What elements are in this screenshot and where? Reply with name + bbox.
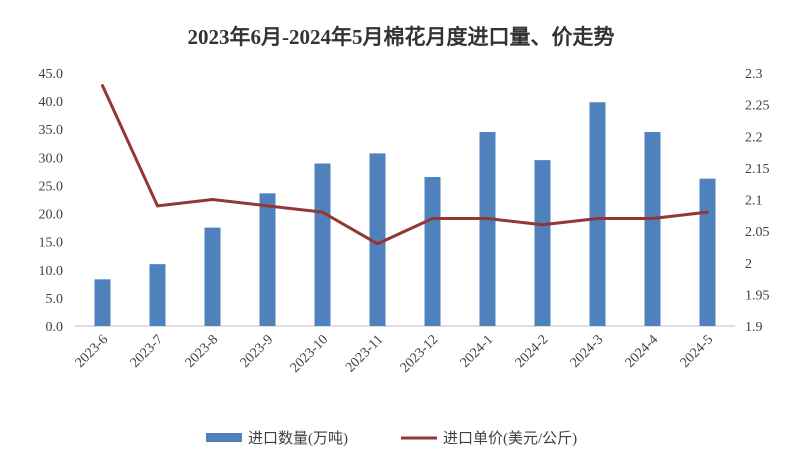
legend: 进口数量(万吨) 进口单价(美元/公斤) bbox=[206, 430, 577, 447]
bar bbox=[94, 279, 111, 326]
x-tick-label: 2023-7 bbox=[128, 332, 167, 371]
x-tick-label: 2023-8 bbox=[183, 332, 222, 371]
bar bbox=[259, 193, 276, 326]
bar bbox=[314, 163, 331, 326]
y-left-tick-label: 15.0 bbox=[39, 236, 64, 251]
line-point bbox=[101, 84, 104, 88]
y-right-tick-label: 2.25 bbox=[745, 99, 770, 114]
x-tick-label: 2024-2 bbox=[513, 332, 552, 371]
line-point bbox=[321, 210, 324, 214]
y-left-tick-label: 10.0 bbox=[39, 264, 64, 279]
bar bbox=[424, 177, 441, 326]
bar bbox=[589, 102, 606, 326]
x-tick-label: 2023-12 bbox=[398, 332, 442, 376]
x-tick-label: 2023-11 bbox=[343, 332, 386, 375]
y-right-tick-label: 2.1 bbox=[745, 194, 763, 209]
y-left-tick-label: 35.0 bbox=[39, 123, 64, 138]
line-point bbox=[596, 216, 599, 220]
line-series bbox=[101, 84, 709, 246]
bar bbox=[149, 264, 166, 326]
bar bbox=[644, 132, 661, 326]
y-left-tick-label: 5.0 bbox=[46, 292, 64, 307]
line-point bbox=[651, 216, 654, 220]
x-tick-label: 2024-4 bbox=[623, 332, 662, 371]
y-left-tick-label: 25.0 bbox=[39, 179, 64, 194]
x-tick-label: 2023-6 bbox=[73, 332, 112, 371]
bar bbox=[479, 132, 496, 326]
y-right-tick-label: 2.05 bbox=[745, 225, 770, 240]
line-point bbox=[541, 223, 544, 227]
x-tick-label: 2024-5 bbox=[678, 332, 717, 371]
y-left-tick-label: 40.0 bbox=[39, 95, 64, 110]
legend-label-bars: 进口数量(万吨) bbox=[248, 430, 348, 447]
legend-swatch-bars bbox=[206, 433, 242, 442]
price-line bbox=[101, 85, 708, 246]
y-left-tick-label: 30.0 bbox=[39, 151, 64, 166]
y-right-tick-label: 2.2 bbox=[745, 130, 763, 145]
legend-label-line: 进口单价(美元/公斤) bbox=[443, 430, 577, 447]
y-right-tick-label: 1.95 bbox=[745, 288, 770, 303]
x-tick-label: 2023-10 bbox=[288, 332, 332, 376]
line-point bbox=[706, 210, 709, 214]
line-point bbox=[431, 216, 434, 220]
y-left-tick-label: 0.0 bbox=[46, 320, 64, 335]
y-left-tick-label: 20.0 bbox=[39, 208, 64, 223]
line-point bbox=[266, 204, 269, 208]
y-left-tick-label: 45.0 bbox=[39, 67, 64, 82]
line-point bbox=[156, 204, 159, 208]
x-tick-label: 2024-3 bbox=[568, 332, 607, 371]
y-right-tick-label: 2.3 bbox=[745, 67, 763, 82]
line-point bbox=[486, 216, 489, 220]
bar-series bbox=[94, 102, 716, 326]
y-right-tick-label: 2 bbox=[745, 257, 752, 272]
line-point bbox=[376, 242, 379, 246]
bar bbox=[699, 178, 716, 326]
bar bbox=[204, 227, 221, 326]
bar bbox=[534, 160, 551, 326]
x-tick-label: 2024-1 bbox=[458, 332, 497, 371]
y-right-tick-label: 1.9 bbox=[745, 320, 763, 335]
y-right-tick-label: 2.15 bbox=[745, 162, 770, 177]
x-tick-label: 2023-9 bbox=[238, 332, 277, 371]
chart-title: 2023年6月-2024年5月棉花月度进口量、价走势 bbox=[188, 25, 615, 49]
bar bbox=[369, 153, 386, 326]
line-point bbox=[211, 198, 214, 201]
